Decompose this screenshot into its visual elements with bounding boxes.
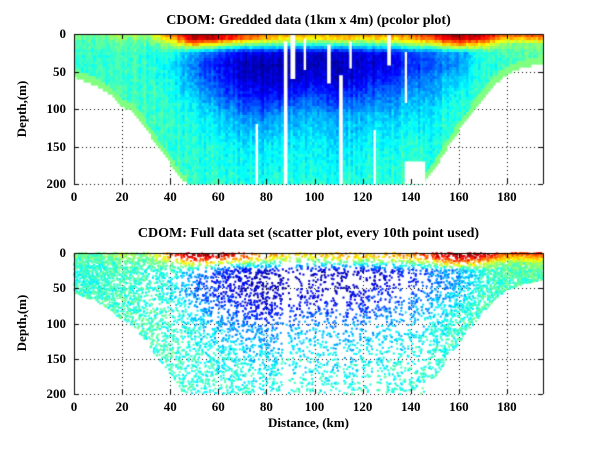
y-tick-label: 0 [59, 245, 67, 260]
x-tick-label: 20 [115, 399, 129, 414]
x-tick-label: 20 [115, 189, 129, 204]
x-tick-label: 160 [449, 189, 469, 204]
x-tick-label: 160 [449, 399, 469, 414]
y-tick-label: 50 [53, 64, 66, 79]
x-tick-label: 80 [259, 399, 273, 414]
x-tick-label: 140 [400, 189, 421, 204]
x-tick-label: 60 [211, 189, 225, 204]
x-tick-label: 120 [352, 189, 373, 204]
pcolor-plot-title: CDOM: Gredded data (1km x 4m) (pcolor pl… [166, 13, 451, 28]
scatter-xlabel: Distance, (km) [268, 415, 349, 430]
x-tick-label: 120 [352, 399, 373, 414]
x-tick-label: 180 [497, 399, 517, 414]
y-tick-label: 100 [46, 101, 67, 116]
x-tick-label: 140 [400, 399, 421, 414]
x-tick-label: 0 [70, 399, 78, 414]
y-tick-label: 100 [46, 316, 67, 331]
x-tick-label: 0 [70, 189, 78, 204]
x-tick-label: 60 [211, 399, 225, 414]
x-tick-label: 40 [163, 399, 177, 414]
x-tick-label: 100 [304, 189, 325, 204]
y-tick-label: 150 [46, 139, 67, 154]
y-tick-label: 50 [53, 280, 66, 295]
x-tick-label: 100 [304, 399, 325, 414]
x-tick-label: 180 [497, 189, 517, 204]
x-tick-label: 40 [163, 189, 177, 204]
y-tick-label: 0 [59, 26, 67, 41]
scatter-plot-title: CDOM: Full data set (scatter plot, every… [137, 226, 480, 241]
y-tick-label: 200 [46, 176, 67, 191]
x-tick-label: 80 [259, 189, 273, 204]
y-tick-label: 150 [46, 351, 67, 366]
y-tick-label: 200 [46, 386, 67, 401]
